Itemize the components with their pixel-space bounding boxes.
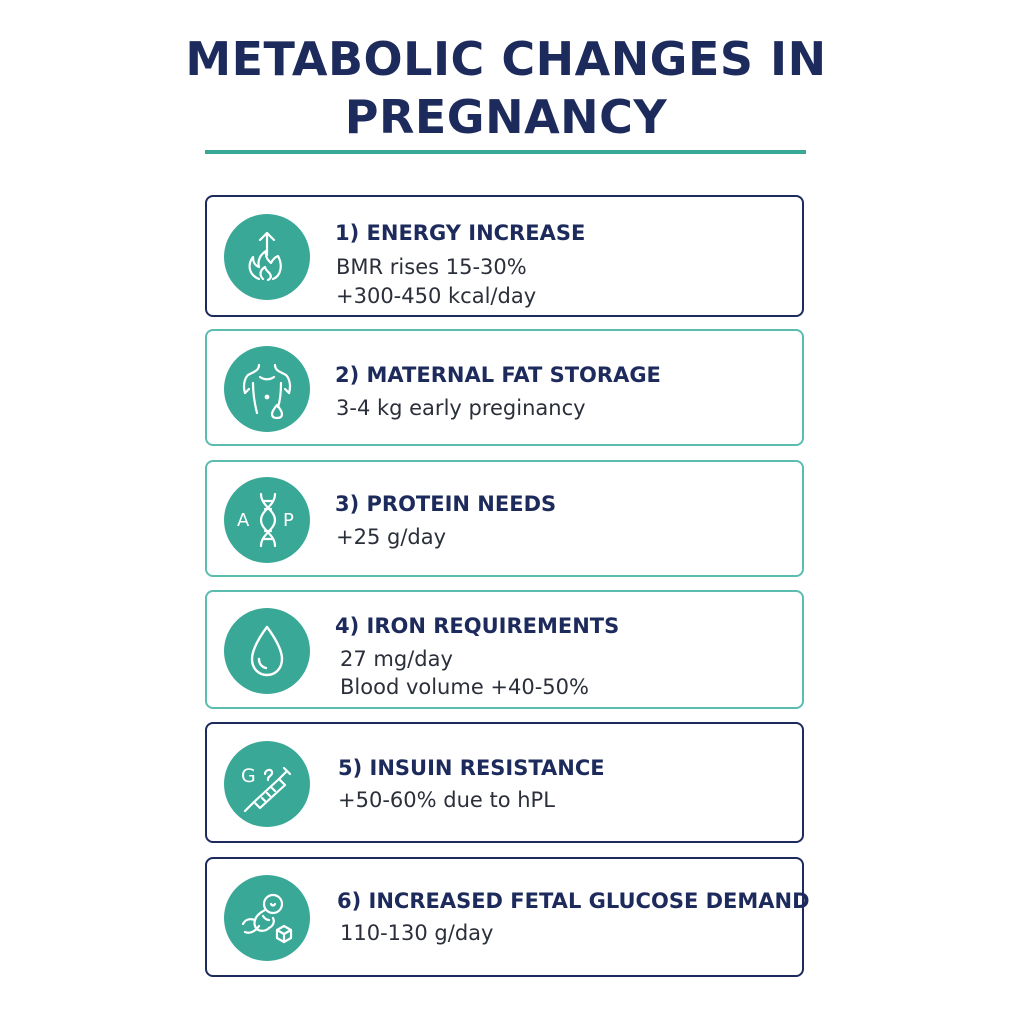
- card-detail: Blood volume +40-50%: [340, 675, 589, 699]
- card-maternal-fat-storage: 2) MATERNAL FAT STORAGE 3-4 kg early pre…: [205, 329, 804, 446]
- card-detail: 3-4 kg early preginancy: [336, 396, 586, 420]
- card-detail: +50-60% due to hPL: [338, 788, 555, 812]
- card-detail: 27 mg/day: [340, 647, 453, 671]
- blood-drop-icon: [224, 608, 310, 694]
- fetus-cube-icon: [224, 875, 310, 961]
- dna-icon-letter-p: P: [283, 510, 294, 531]
- syringe-glucose-icon: G: [224, 741, 310, 827]
- card-heading: 6) INCREASED FETAL GLUCOSE DEMAND: [337, 889, 810, 913]
- card-heading: 5) INSUIN RESISTANCE: [338, 756, 605, 780]
- title-divider: [205, 150, 806, 154]
- card-detail: +300-450 kcal/day: [336, 284, 537, 308]
- dna-icon-letter-a: A: [237, 510, 250, 531]
- dna-icon: A P: [224, 477, 310, 563]
- page-title: METABOLIC CHANGES IN PREGNANCY: [0, 30, 1012, 146]
- card-heading: 4) IRON REQUIREMENTS: [335, 614, 620, 638]
- card-heading: 1) ENERGY INCREASE: [335, 221, 586, 245]
- card-detail: +25 g/day: [336, 525, 447, 549]
- card-energy-increase: 1) ENERGY INCREASE BMR rises 15-30% +300…: [205, 195, 804, 317]
- card-heading: 3) PROTEIN NEEDS: [335, 492, 557, 516]
- card-detail: 110-130 g/day: [340, 921, 494, 945]
- card-iron-requirements: 4) IRON REQUIREMENTS 27 mg/day Blood vol…: [205, 590, 804, 709]
- torso-drop-icon: [224, 346, 310, 432]
- title-line-2: PREGNANCY: [344, 90, 668, 144]
- glucose-letter: G: [241, 765, 256, 787]
- flame-arrow-icon: [224, 214, 310, 300]
- card-insulin-resistance: G 5) INSUIN RESISTANCE +50-60% due to hP…: [205, 722, 804, 843]
- card-fetal-glucose-demand: 6) INCREASED FETAL GLUCOSE DEMAND 110-13…: [205, 857, 810, 977]
- card-detail: BMR rises 15-30%: [336, 255, 527, 279]
- card-protein-needs: A P 3) PROTEIN NEEDS +25 g/day: [205, 460, 804, 577]
- title-line-1: METABOLIC CHANGES IN: [185, 32, 827, 86]
- card-heading: 2) MATERNAL FAT STORAGE: [335, 363, 661, 387]
